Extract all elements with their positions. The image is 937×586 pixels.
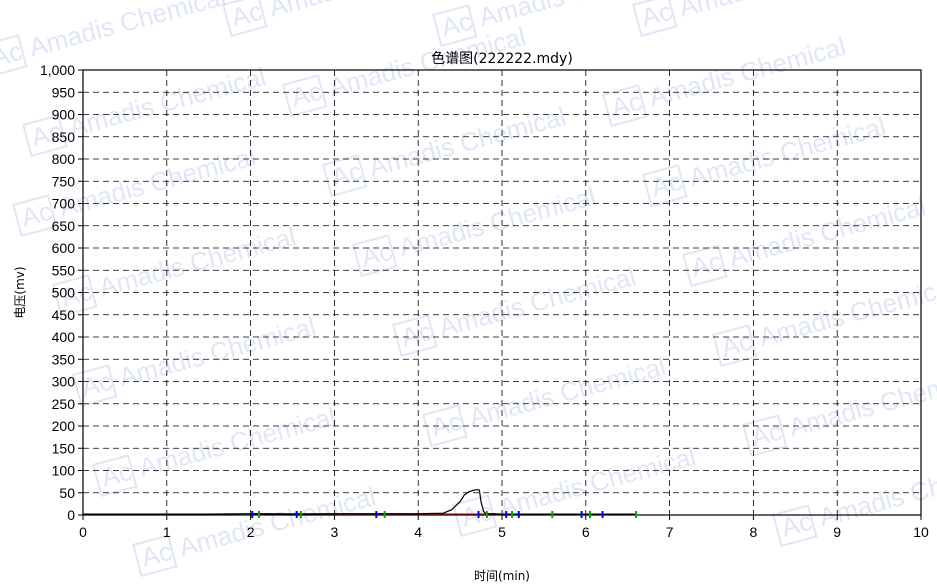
watermark-text: Amadis Chemical: [266, 0, 469, 22]
x-tick-label: 2: [247, 524, 255, 540]
y-tick-label: 800: [52, 151, 76, 167]
y-tick-label: 600: [52, 240, 76, 256]
watermark-logo-box: [742, 414, 788, 458]
watermark-logo-box: [132, 534, 178, 578]
watermark-logo-box: [432, 4, 478, 48]
y-tick-label: 100: [52, 463, 76, 479]
tick-labels: 0 1 2 3 4 5 6 7 8 9 100501001502002503003504004505…: [40, 62, 929, 540]
x-tick-label: 1: [163, 524, 171, 540]
x-tick-label: 8: [750, 524, 758, 540]
y-tick-label: 1,000: [40, 62, 75, 78]
watermark-logo-box: [392, 314, 438, 358]
watermark-logo-box: [712, 324, 758, 368]
x-tick-label: 10: [913, 524, 929, 540]
x-tick-label: 4: [414, 524, 422, 540]
watermark-logo-box: [632, 0, 678, 38]
watermark-logo-box: [772, 504, 818, 548]
x-tick-label: 7: [666, 524, 674, 540]
watermark-text: Amadis Chemical: [26, 0, 229, 62]
x-tick-label: 5: [498, 524, 506, 540]
watermark-logo-box: [12, 194, 58, 238]
y-tick-label: 850: [52, 129, 76, 145]
watermark-logo-box: [602, 84, 648, 128]
y-tick-label: 650: [52, 218, 76, 234]
y-tick-label: 400: [52, 329, 76, 345]
watermark-logo-box: [52, 274, 98, 318]
watermark-logo-box: [72, 364, 118, 408]
x-tick-label: 9: [833, 524, 841, 540]
watermark-logo-box: [222, 0, 268, 38]
y-tick-label: 50: [59, 485, 75, 501]
x-tick-label: 6: [582, 524, 590, 540]
watermark-logo-box: [22, 114, 68, 158]
y-tick-label: 750: [52, 173, 76, 189]
y-tick-label: 0: [67, 507, 75, 523]
watermark-logo-box: [92, 454, 138, 498]
y-tick-label: 200: [52, 418, 76, 434]
grid: [78, 69, 922, 520]
signal-trace: [83, 488, 637, 515]
watermark-logo-box: [0, 34, 28, 78]
y-tick-label: 550: [52, 262, 76, 278]
watermark-logo-box: [282, 74, 328, 118]
watermark-logo-box: [352, 234, 398, 278]
y-tick-label: 350: [52, 351, 76, 367]
watermark-logo-box: [642, 164, 688, 208]
watermark-logo-box: [452, 494, 498, 538]
watermark-logo-box: [322, 154, 368, 198]
data-layer: [83, 488, 638, 518]
y-tick-label: 450: [52, 307, 76, 323]
x-tick-label: 3: [331, 524, 339, 540]
y-tick-label: 300: [52, 374, 76, 390]
watermark-text: Amadis Chemical: [676, 0, 879, 22]
x-axis-label: 时间(min): [474, 569, 530, 583]
x-tick-label: 0: [79, 524, 87, 540]
y-tick-label: 500: [52, 285, 76, 301]
y-tick-label: 150: [52, 440, 76, 456]
y-tick-label: 950: [52, 84, 76, 100]
watermark-logo-box: [422, 404, 468, 448]
y-tick-label: 700: [52, 196, 76, 212]
y-axis-label: 电压(mv): [13, 266, 27, 318]
chart-title: 色谱图(222222.mdy): [431, 50, 573, 67]
y-tick-label: 900: [52, 107, 76, 123]
y-tick-label: 250: [52, 396, 76, 412]
